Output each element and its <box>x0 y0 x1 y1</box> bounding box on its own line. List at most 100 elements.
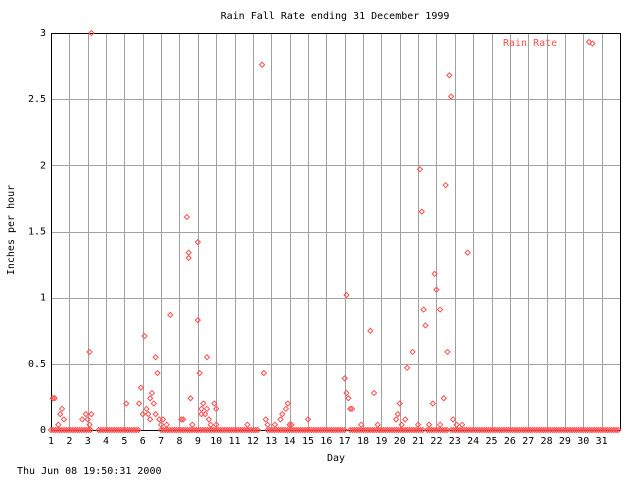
data-point-zero <box>135 426 142 434</box>
rain-rate-series <box>47 29 622 434</box>
data-point-zero <box>483 426 490 434</box>
data-point <box>304 416 312 423</box>
x-tick-label: 15 <box>302 436 314 447</box>
data-point <box>78 416 86 423</box>
data-point <box>357 421 365 428</box>
data-point <box>288 421 295 428</box>
data-point-zero <box>564 426 571 434</box>
x-tick-label: 19 <box>375 436 387 447</box>
data-point-zero <box>582 426 589 434</box>
data-point-zero <box>535 426 543 434</box>
x-tick-label: 30 <box>577 436 589 447</box>
data-point-zero <box>164 426 171 434</box>
data-point-zero <box>95 426 102 434</box>
x-tick-label: 3 <box>85 436 91 447</box>
data-point-zero <box>232 426 240 434</box>
data-point <box>51 395 58 402</box>
data-point-zero <box>430 426 438 434</box>
data-point-zero <box>568 426 576 434</box>
data-point <box>148 389 156 397</box>
data-point <box>163 421 170 428</box>
data-point-zero <box>377 426 385 434</box>
data-point <box>409 348 416 356</box>
data-point-zero <box>121 426 129 434</box>
data-point-zero <box>406 426 413 434</box>
data-point-zero <box>349 426 356 434</box>
legend: Rain Rate <box>503 38 593 49</box>
data-point <box>203 354 211 361</box>
data-point-zero <box>299 426 306 434</box>
data-point-zero <box>516 426 523 434</box>
y-axis-label: Inches per hour <box>6 185 17 275</box>
data-point-zero <box>130 426 138 434</box>
data-point <box>157 421 165 428</box>
data-point-zero <box>579 426 587 434</box>
x-tick-label: 25 <box>485 436 497 447</box>
data-point-zero <box>190 426 198 434</box>
y-tick-label: 3 <box>40 28 46 39</box>
x-tick-label: 7 <box>158 436 164 447</box>
data-point <box>414 421 422 428</box>
data-point-zero <box>597 426 604 434</box>
data-point-zero <box>117 426 124 434</box>
x-tick-label: 1 <box>48 436 54 447</box>
data-point-zero <box>494 426 501 434</box>
data-point-zero <box>179 426 187 434</box>
data-point-zero <box>234 426 242 434</box>
data-point-zero <box>408 426 415 434</box>
data-point <box>60 416 68 423</box>
data-point-zero <box>204 426 211 434</box>
data-point-zero <box>450 426 457 434</box>
data-point <box>343 389 350 397</box>
data-point-zero <box>388 426 396 434</box>
x-tick-label: 8 <box>176 436 182 447</box>
data-point-zero <box>99 426 107 434</box>
data-point-zero <box>443 426 451 434</box>
data-point <box>341 375 348 382</box>
x-tick-label: 24 <box>467 436 479 447</box>
data-point-zero <box>306 426 313 434</box>
data-point <box>203 405 211 413</box>
x-tick-label: 18 <box>357 436 369 447</box>
data-point-zero <box>226 426 233 434</box>
data-point <box>179 416 187 423</box>
x-tick-label: 4 <box>103 436 109 447</box>
data-point <box>343 291 350 299</box>
data-point-zero <box>386 426 393 434</box>
data-point-zero <box>390 426 398 434</box>
data-point-zero <box>469 426 477 434</box>
data-point-zero <box>527 426 534 434</box>
data-point <box>88 29 95 37</box>
data-point-zero <box>85 426 92 434</box>
data-point-zero <box>397 426 404 434</box>
data-point-zero <box>212 426 220 434</box>
data-point <box>141 332 148 340</box>
data-point <box>422 322 429 329</box>
data-point <box>200 400 207 407</box>
data-point-zero <box>124 426 131 434</box>
data-point-zero <box>87 426 94 434</box>
data-point <box>178 416 185 423</box>
data-point-zero <box>612 426 620 434</box>
data-point <box>198 405 205 413</box>
data-point-zero <box>384 426 391 434</box>
x-tick-label: 2 <box>66 436 72 447</box>
data-point-zero <box>239 426 246 434</box>
data-point-zero <box>254 426 262 434</box>
data-point-zero <box>441 426 449 434</box>
data-point-zero <box>518 426 525 434</box>
x-tick-label: 12 <box>247 436 259 447</box>
y-tick-label: 0.5 <box>28 359 46 370</box>
data-point <box>86 348 93 356</box>
x-axis-label: Day <box>327 453 345 464</box>
data-point-zero <box>106 426 113 434</box>
data-point-zero <box>297 426 304 434</box>
data-point-zero <box>334 426 342 434</box>
data-point-zero <box>553 426 560 434</box>
data-point-zero <box>245 426 253 434</box>
data-point-zero <box>419 426 426 434</box>
data-point-zero <box>308 426 315 434</box>
data-point-zero <box>56 426 64 434</box>
data-point-zero <box>610 426 618 434</box>
data-point-zero <box>104 426 111 434</box>
